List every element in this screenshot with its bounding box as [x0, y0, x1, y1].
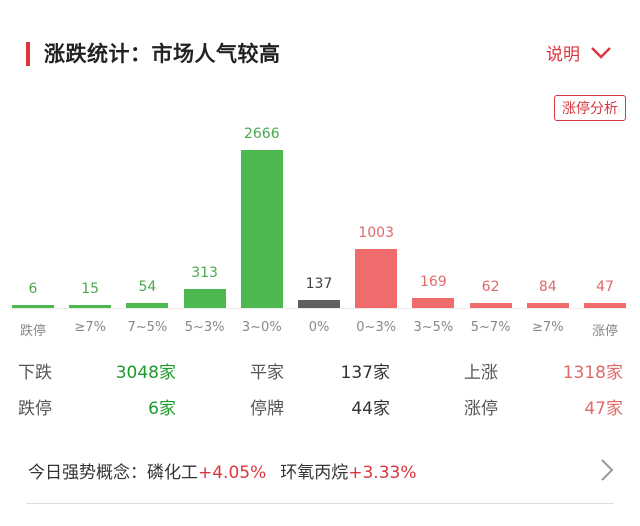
flat-count: 137家: [340, 363, 390, 383]
bar-column: 137 0%: [298, 120, 340, 335]
bar-value-label: 1003: [358, 225, 394, 241]
bar: [298, 300, 340, 308]
bar-category-label: ≥7%: [532, 320, 564, 335]
section-header: 涨跌统计：市场人气较高 说明: [0, 36, 640, 72]
bar: [355, 249, 398, 308]
bar-category-label: ≥7%: [74, 320, 106, 335]
bar-category-label: 涨停: [591, 324, 618, 339]
concept-name-2: 环氧丙烷: [280, 463, 349, 483]
bar-category-label: 0%: [308, 320, 330, 335]
bottom-divider: [26, 503, 614, 504]
bar: [412, 298, 455, 308]
bar: [12, 305, 54, 308]
bar-category-label: 5~3%: [184, 320, 225, 335]
bar: [526, 303, 569, 308]
bar-value-label: 62: [481, 279, 500, 295]
bar-value-label: 313: [191, 265, 218, 281]
bar-column: 2666 3~0%: [240, 120, 283, 335]
bar: [240, 150, 283, 308]
bar-column: 169 3~5%: [412, 120, 455, 335]
chevron-down-icon: [591, 46, 611, 59]
bar-category-label: 0~3%: [356, 320, 397, 335]
limit-down-count: 6家: [148, 399, 176, 419]
bar-category-label: 3~5%: [413, 320, 454, 335]
rise-fall-bar-chart: 6 跌停 15 ≥7% 54 7~5% 313 5~3% 2666 3~0% 137 0% 1003 0~…: [0, 120, 640, 350]
limit-up-analysis-button[interactable]: 涨停分析: [554, 95, 626, 121]
chevron-right-icon[interactable]: [600, 458, 614, 482]
bar: [69, 305, 112, 308]
bar-value-label: 15: [81, 281, 100, 297]
title-accent-bar: [26, 42, 30, 66]
chart-baseline: [10, 308, 630, 309]
bar-value-label: 47: [596, 279, 614, 295]
bar: [469, 303, 512, 308]
bar-value-label: 84: [538, 279, 557, 295]
rise-label: 上涨: [464, 363, 498, 383]
bar-category-label: 5~7%: [470, 320, 511, 335]
limit-down-label: 跌停: [18, 399, 52, 419]
bar-category-label: 跌停: [19, 324, 46, 339]
stats-row-2: 跌停 6家 停牌 44家 涨停 47家: [0, 394, 640, 422]
bar-column: 62 5~7%: [469, 120, 512, 335]
explain-toggle[interactable]: 说明: [546, 40, 612, 65]
flat-label: 平家: [250, 363, 284, 383]
bar-value-label: 6: [28, 281, 38, 297]
bar-column: 84 ≥7%: [526, 120, 569, 335]
limit-up-count: 47家: [584, 399, 623, 419]
bar-value-label: 54: [138, 279, 157, 295]
bar-column: 15 ≥7%: [69, 120, 112, 335]
bar: [584, 303, 626, 308]
suspended-label: 停牌: [250, 399, 284, 419]
bar-column: 6 跌停: [12, 120, 54, 339]
bar-value-label: 137: [305, 276, 333, 292]
explain-label: 说明: [546, 45, 580, 65]
bar: [126, 303, 169, 308]
fall-count: 3048家: [115, 363, 176, 383]
bar-column: 313 5~3%: [183, 120, 226, 335]
bar: [183, 289, 226, 308]
fall-label: 下跌: [18, 363, 52, 383]
concept-change-2: +3.33%: [348, 463, 417, 483]
bar-category-label: 3~0%: [241, 320, 282, 335]
rise-count: 1318家: [562, 363, 623, 383]
strong-concepts-row[interactable]: 今日强势概念：磷化工+4.05% 环氧丙烷+3.33%: [28, 458, 628, 483]
concept-name-1: 磷化工: [147, 463, 198, 483]
concept-change-1: +4.05%: [198, 463, 267, 483]
bar-category-label: 7~5%: [127, 320, 168, 335]
limit-up-label: 涨停: [464, 399, 498, 419]
bar-value-label: 2666: [243, 126, 280, 142]
bar-column: 1003 0~3%: [355, 120, 398, 335]
bar-value-label: 169: [420, 274, 447, 290]
stats-row-1: 下跌 3048家 平家 137家 上涨 1318家: [0, 358, 640, 386]
concept-prefix: 今日强势概念：: [28, 463, 147, 483]
bar-column: 47 涨停: [584, 120, 626, 339]
bar-column: 54 7~5%: [126, 120, 169, 335]
suspended-count: 44家: [351, 399, 390, 419]
section-title: 涨跌统计：市场人气较高: [44, 42, 281, 66]
